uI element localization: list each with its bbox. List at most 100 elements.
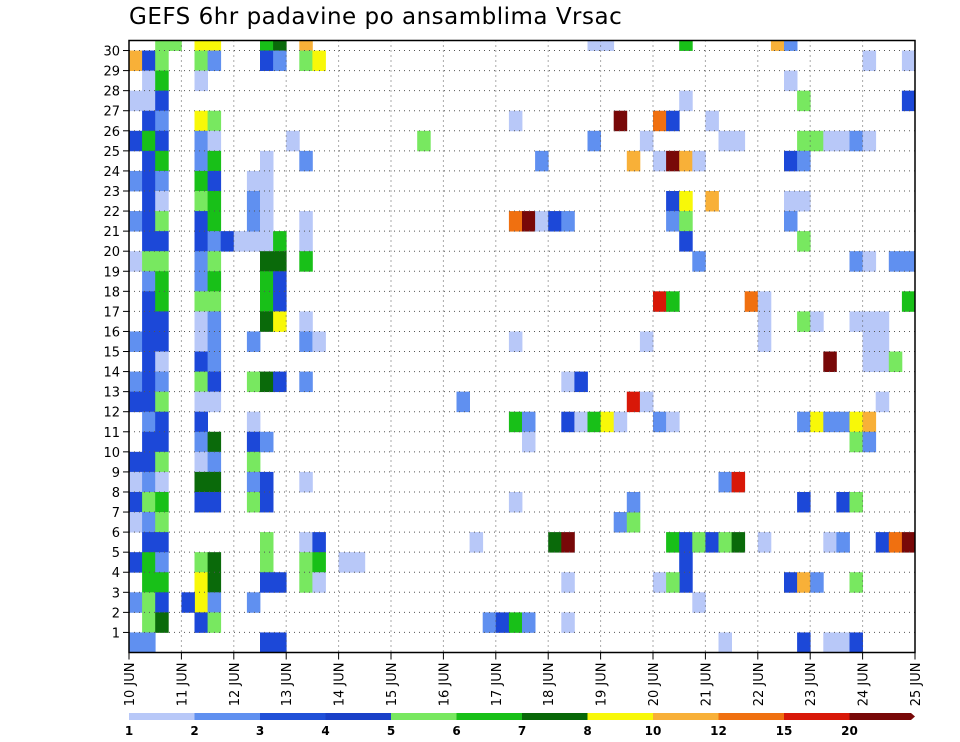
heatmap-cell	[273, 271, 287, 292]
heatmap-cell	[129, 552, 143, 573]
heatmap-cell	[849, 411, 863, 433]
heatmap-cell	[246, 471, 261, 493]
heatmap-cell	[194, 271, 208, 292]
heatmap-cell	[600, 40, 615, 51]
heatmap-cell	[194, 592, 208, 613]
heatmap-cell	[797, 130, 811, 152]
heatmap-cell	[207, 211, 222, 232]
heatmap-cell	[666, 532, 680, 553]
heatmap-cell	[613, 411, 628, 433]
y-tick-label: 6	[112, 526, 120, 541]
heatmap-cell	[875, 311, 890, 332]
heatmap-cell	[155, 371, 169, 393]
heatmap-cell	[613, 512, 628, 533]
heatmap-cell	[705, 532, 719, 553]
heatmap-cell	[862, 251, 877, 272]
heatmap-cell	[155, 110, 169, 132]
heatmap-cell	[823, 411, 837, 433]
heatmap-cell	[142, 451, 156, 473]
heatmap-cell	[273, 311, 287, 332]
heatmap-cell	[142, 371, 156, 393]
heatmap-cell	[207, 572, 222, 593]
heatmap-cell	[194, 231, 208, 252]
heatmap-cell	[155, 471, 169, 493]
heatmap-cell	[260, 371, 274, 393]
heatmap-cell	[142, 391, 156, 413]
heatmap-cell	[574, 371, 588, 393]
heatmap-cell	[299, 40, 313, 51]
y-tick-label: 22	[103, 205, 120, 220]
heatmap-cell	[260, 40, 274, 51]
heatmap-cell	[246, 170, 261, 192]
heatmap-cell	[482, 612, 497, 633]
heatmap-cell	[626, 512, 641, 533]
heatmap-cell	[901, 532, 916, 553]
heatmap-cell	[299, 251, 313, 272]
heatmap-cell	[142, 431, 156, 453]
heatmap-cell	[260, 190, 274, 212]
heatmap-cell	[757, 532, 772, 553]
legend-label: 15	[776, 724, 793, 738]
heatmap-cell	[207, 271, 222, 292]
heatmap-cell	[417, 130, 431, 152]
y-tick-label: 7	[112, 506, 120, 521]
heatmap-cell	[299, 532, 313, 553]
heatmap-cell	[561, 411, 575, 433]
heatmap-cell	[155, 190, 169, 212]
heatmap-cell	[574, 411, 588, 433]
heatmap-cell	[260, 50, 274, 71]
heatmap-cell	[194, 491, 208, 513]
plot-frame	[128, 39, 916, 654]
heatmap-cell	[692, 532, 706, 553]
heatmap-cell	[901, 50, 916, 71]
heatmap-cell	[757, 331, 772, 352]
y-tick-label: 24	[103, 165, 120, 180]
color-legend: 1 2 3 4 5 6 7 8 10 12 15 20	[125, 713, 915, 738]
heatmap-cell	[260, 271, 274, 292]
heatmap-cell	[718, 130, 732, 152]
y-tick-label: 28	[103, 85, 120, 100]
x-tick-label: 15 JUN	[385, 663, 400, 707]
heatmap-cell	[862, 130, 877, 152]
heatmap-cell	[155, 572, 169, 593]
heatmap-cell	[142, 70, 156, 92]
heatmap-cell	[587, 40, 601, 51]
y-tick-label: 13	[103, 386, 120, 401]
heatmap-cell	[797, 491, 811, 513]
heatmap-cell	[784, 70, 798, 92]
y-tick-label: 18	[103, 285, 120, 300]
heatmap-cell	[666, 291, 680, 312]
x-tick-label: 21 JUN	[699, 663, 714, 707]
heatmap-cell	[194, 431, 208, 453]
heatmap-cell	[836, 411, 850, 433]
heatmap-cells	[129, 40, 916, 653]
heatmap-cell	[286, 130, 300, 152]
heatmap-cell	[797, 572, 811, 593]
heatmap-cell	[666, 150, 680, 172]
y-tick-label: 1	[112, 626, 120, 641]
heatmap-cell	[784, 40, 798, 51]
legend-label: 12	[710, 724, 727, 738]
heatmap-cell	[194, 451, 208, 473]
heatmap-cell	[260, 471, 274, 493]
heatmap-cell	[142, 572, 156, 593]
heatmap-cell	[129, 50, 143, 71]
y-tick-label: 5	[112, 546, 120, 561]
heatmap-cell	[679, 150, 693, 172]
heatmap-cell	[679, 552, 693, 573]
x-tick-label: 16 JUN	[437, 663, 452, 707]
heatmap-cell	[129, 491, 143, 513]
heatmap-cell	[508, 110, 523, 132]
heatmap-cell	[142, 411, 156, 433]
heatmap-cell	[129, 130, 143, 152]
legend-swatch	[391, 713, 457, 720]
legend-swatch	[129, 713, 195, 720]
heatmap-cell	[129, 451, 143, 473]
heatmap-cell	[260, 150, 274, 172]
heatmap-cell	[194, 40, 208, 51]
heatmap-cell	[155, 291, 169, 312]
heatmap-cell	[246, 451, 261, 473]
heatmap-cell	[207, 291, 222, 312]
legend-label: 20	[841, 724, 858, 738]
